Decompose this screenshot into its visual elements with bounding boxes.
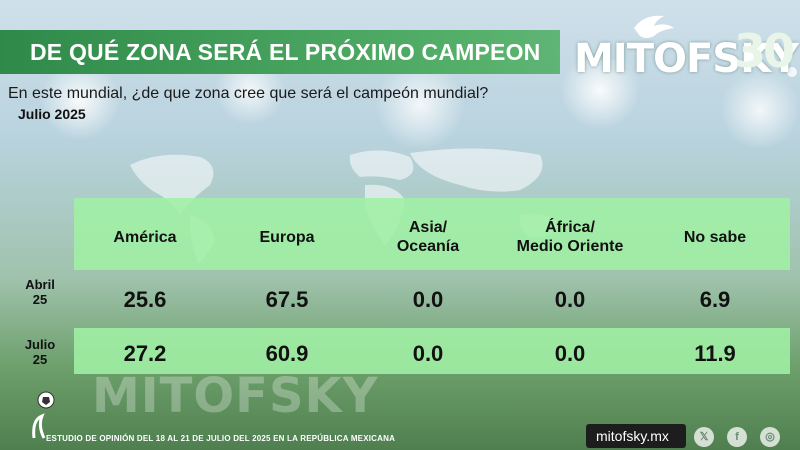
- stadium-lights-background: [0, 60, 800, 170]
- row-label-julio-25: Julio 25: [20, 337, 60, 367]
- row-label-line: Abril: [25, 277, 55, 292]
- cell-julio-africa-medio-oriente: 0.0: [554, 341, 586, 366]
- watermark-text: MITOFSKY: [92, 368, 379, 424]
- soccer-ball-icon: [32, 391, 55, 439]
- x-icon[interactable]: 𝕏: [694, 427, 714, 447]
- row-label-line: 25: [32, 292, 48, 307]
- row-label-abril-25: Abril 25: [20, 277, 60, 307]
- website-link-box[interactable]: [586, 424, 686, 448]
- cell-julio-america: 27.2: [123, 341, 167, 366]
- column-header-asia-oceania: Asia/ Oceanía: [353, 218, 503, 256]
- date-label: Julio 2025: [18, 106, 86, 122]
- column-header-line: Medio Oriente: [516, 238, 624, 255]
- table-row-band: [74, 328, 790, 374]
- instagram-icon[interactable]: ◎: [760, 427, 780, 447]
- facebook-icon[interactable]: f: [727, 427, 747, 447]
- column-header-line: Europa: [259, 229, 315, 246]
- cell-abril-no-sabe: 6.9: [699, 287, 731, 312]
- title-bar: [0, 30, 560, 74]
- column-header-line: No sabe: [683, 229, 747, 246]
- cell-julio-europa: 60.9: [265, 341, 309, 366]
- footer-study-text: ESTUDIO DE OPINIÓN DEL 18 AL 21 DE JULIO…: [46, 434, 396, 443]
- row-label-line: 25: [32, 352, 48, 367]
- logo-number: 30: [734, 24, 795, 78]
- column-header-no-sabe: No sabe: [640, 228, 790, 247]
- cell-julio-asia-oceania: 0.0: [412, 341, 444, 366]
- page-title: DE QUÉ ZONA SERÁ EL PRÓXIMO CAMPEON: [30, 39, 541, 65]
- column-header-line: África/: [545, 219, 595, 236]
- cell-abril-america: 25.6: [123, 287, 167, 312]
- column-header-africa-medio-oriente: África/ Medio Oriente: [495, 218, 645, 256]
- column-header-line: América: [113, 229, 177, 246]
- logo-text: MITOFSKY: [574, 36, 799, 82]
- cell-abril-europa: 67.5: [265, 287, 309, 312]
- column-header-america: América: [70, 228, 220, 247]
- survey-question: En este mundial, ¿de que zona cree que s…: [8, 85, 489, 102]
- mitofsky-logo-icon: [634, 15, 797, 77]
- column-header-line: Oceanía: [396, 238, 460, 255]
- column-header-line: Asia/: [408, 219, 448, 236]
- column-header-europa: Europa: [212, 228, 362, 247]
- cell-abril-africa-medio-oriente: 0.0: [554, 287, 586, 312]
- website-link[interactable]: mitofsky.mx: [596, 428, 669, 444]
- cell-abril-asia-oceania: 0.0: [412, 287, 444, 312]
- cell-julio-no-sabe: 11.9: [694, 341, 736, 366]
- table-header-band: [74, 198, 790, 270]
- row-label-line: Julio: [24, 337, 56, 352]
